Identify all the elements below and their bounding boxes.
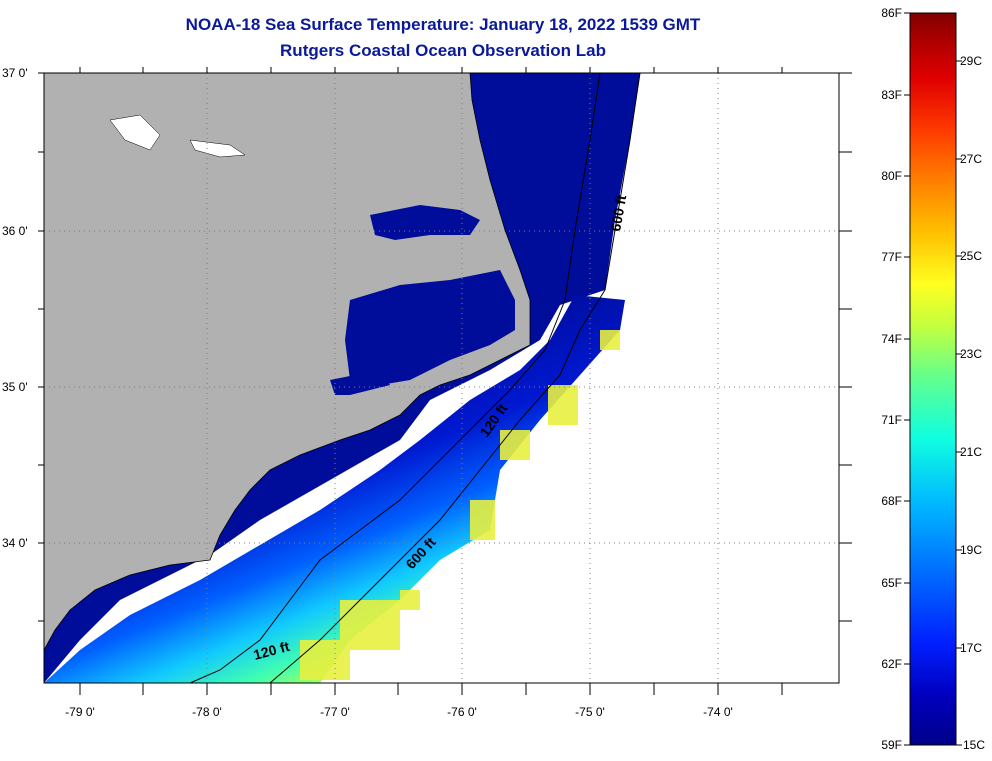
lon-label-77: -77 0' (320, 705, 350, 719)
warm-water-plume (44, 295, 625, 683)
lon-label-74: -74 0' (703, 705, 733, 719)
albemarle-sound (370, 205, 480, 240)
lon-label-79: -79 0' (65, 705, 95, 719)
contour-600ft (269, 72, 641, 684)
lake-inland-2 (189, 139, 246, 158)
cb-f-62: 62F (881, 657, 902, 671)
cb-c-29: 29C (960, 54, 982, 68)
lake-inland-1 (109, 114, 161, 151)
cb-f-80: 80F (881, 169, 902, 183)
cb-c-17: 17C (960, 641, 982, 655)
map-border (43, 72, 840, 684)
lon-label-78: -78 0' (192, 705, 222, 719)
cb-f-65: 65F (881, 576, 902, 590)
lon-label-76: -76 0' (447, 705, 477, 719)
cb-c-21: 21C (960, 445, 982, 459)
cb-f-77: 77F (881, 250, 902, 264)
lat-label-37: 37 0' (2, 66, 28, 80)
lat-label-35: 35 0' (2, 380, 28, 394)
cb-f-68: 68F (881, 494, 902, 508)
cb-c-27: 27C (960, 152, 982, 166)
pamlico-sound (345, 270, 515, 385)
cb-f-86: 86F (881, 6, 902, 20)
cb-c-19: 19C (960, 543, 982, 557)
grid-lines (44, 73, 839, 683)
cb-c-25: 25C (960, 249, 982, 263)
cb-f-59: 59F (881, 738, 902, 752)
lat-label-34: 34 0' (2, 536, 28, 550)
neuse-river (330, 370, 390, 395)
cb-f-83: 83F (881, 88, 902, 102)
lon-label-75: -75 0' (575, 705, 605, 719)
cb-f-71: 71F (881, 413, 902, 427)
map-title: NOAA-18 Sea Surface Temperature: January… (185, 15, 701, 34)
contour-120ft (189, 72, 601, 684)
scattered-warm-pixels (300, 330, 620, 680)
cb-c-15: 15C (963, 738, 985, 752)
map-subtitle: Rutgers Coastal Ocean Observation Lab (280, 41, 606, 60)
colorbar-ticks (904, 12, 962, 746)
contour-label-600-north: 600 ft (607, 193, 629, 232)
temperature-colorbar (909, 12, 957, 746)
lat-label-36: 36 0' (2, 224, 28, 238)
cb-c-23: 23C (960, 347, 982, 361)
cb-f-74: 74F (881, 332, 902, 346)
axis-ticks (38, 67, 852, 695)
